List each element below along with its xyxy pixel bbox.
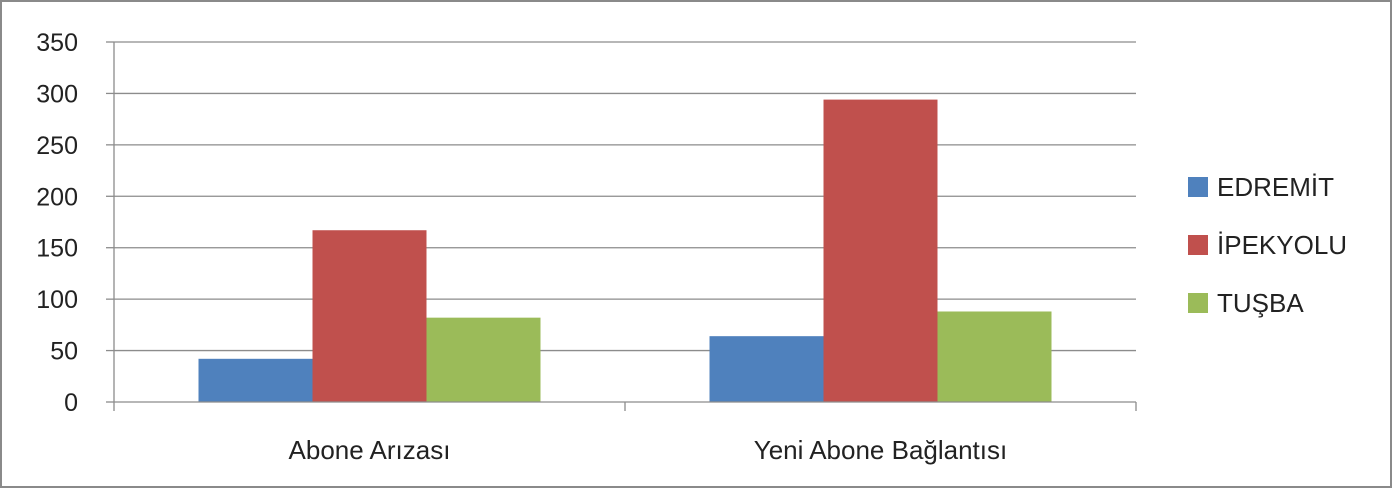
bars [198,99,1052,402]
bar-3-2 [937,311,1052,402]
y-tick-label: 0 [64,389,78,417]
bar-1-1 [198,358,313,402]
bar-2-1 [312,230,427,402]
y-tick-label: 150 [36,235,78,263]
y-axis-tick-labels: 0 50 100 150 200 250 300 350 [36,29,78,417]
legend: EDREMİT İPEKYOLU TUŞBA [1188,172,1347,318]
legend-label: TUŞBA [1217,288,1304,318]
y-tick-label: 200 [36,183,78,211]
legend-swatch [1188,177,1208,197]
y-tick-label: 250 [36,132,78,160]
legend-swatch [1188,293,1208,313]
bar-2-2 [823,99,938,402]
x-category-label: Abone Arızası [289,435,451,465]
x-category-label: Yeni Abone Bağlantısı [754,435,1007,465]
x-axis-category-labels: Abone Arızası Yeni Abone Bağlantısı [289,435,1008,465]
legend-label: İPEKYOLU [1217,230,1347,260]
y-tick-label: 350 [36,29,78,57]
y-tick-label: 100 [36,286,78,314]
y-tick-label: 50 [50,338,78,366]
legend-label: EDREMİT [1217,172,1334,202]
legend-swatch [1188,235,1208,255]
bar-3-1 [426,317,541,402]
x-axis [113,401,1137,411]
bar-1-2 [709,336,824,402]
y-tick-label: 300 [36,80,78,108]
